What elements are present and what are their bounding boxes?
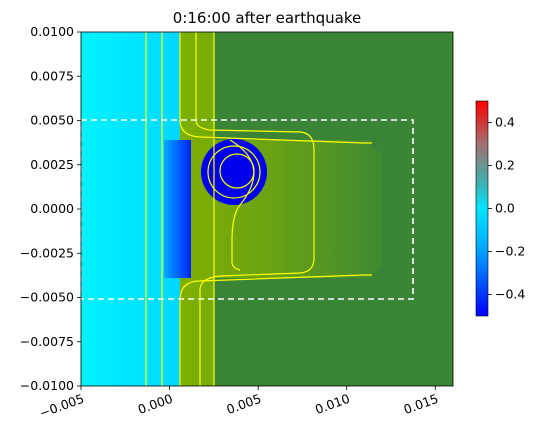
y-tick-label: −0.0050	[20, 290, 74, 305]
x-tick-label: −0.005	[37, 391, 86, 421]
y-tick-label: 0.0050	[30, 113, 74, 128]
chart-title: 0:16:00 after earthquake	[173, 9, 361, 27]
y-tick-label: −0.0025	[20, 245, 74, 260]
colorbar-tick-label: −0.4	[495, 287, 525, 302]
colorbar-axis: 0.4 0.2 0.0 −0.2 −0.4	[488, 115, 525, 302]
y-tick-label: 0.0100	[30, 24, 74, 39]
y-tick-label: 0.0000	[30, 201, 74, 216]
y-tick-label: 0.0025	[30, 157, 74, 172]
y-tick-label: −0.0100	[20, 378, 74, 393]
colorbar	[476, 101, 488, 316]
x-tick-label: 0.010	[313, 391, 352, 417]
y-tick-label: −0.0075	[20, 334, 74, 349]
colorbar-tick-label: 0.2	[495, 158, 515, 173]
coast-trough-region	[164, 140, 191, 278]
colorbar-tick-label: 0.4	[495, 115, 515, 130]
x-tick-label: 0.005	[224, 391, 263, 417]
x-tick-label: 0.015	[402, 391, 441, 417]
y-axis: 0.0100 0.0075 0.0050 0.0025 0.0000 −0.0025 −0.…	[20, 24, 81, 393]
island-depression	[201, 139, 267, 205]
x-tick-label: 0.000	[136, 391, 175, 417]
y-tick-label: 0.0075	[30, 68, 74, 83]
colorbar-tick-label: 0.0	[495, 201, 515, 216]
colorbar-tick-label: −0.2	[495, 244, 525, 259]
plot-area	[81, 32, 453, 386]
x-axis: −0.005 0.000 0.005 0.010 0.015	[37, 386, 440, 421]
